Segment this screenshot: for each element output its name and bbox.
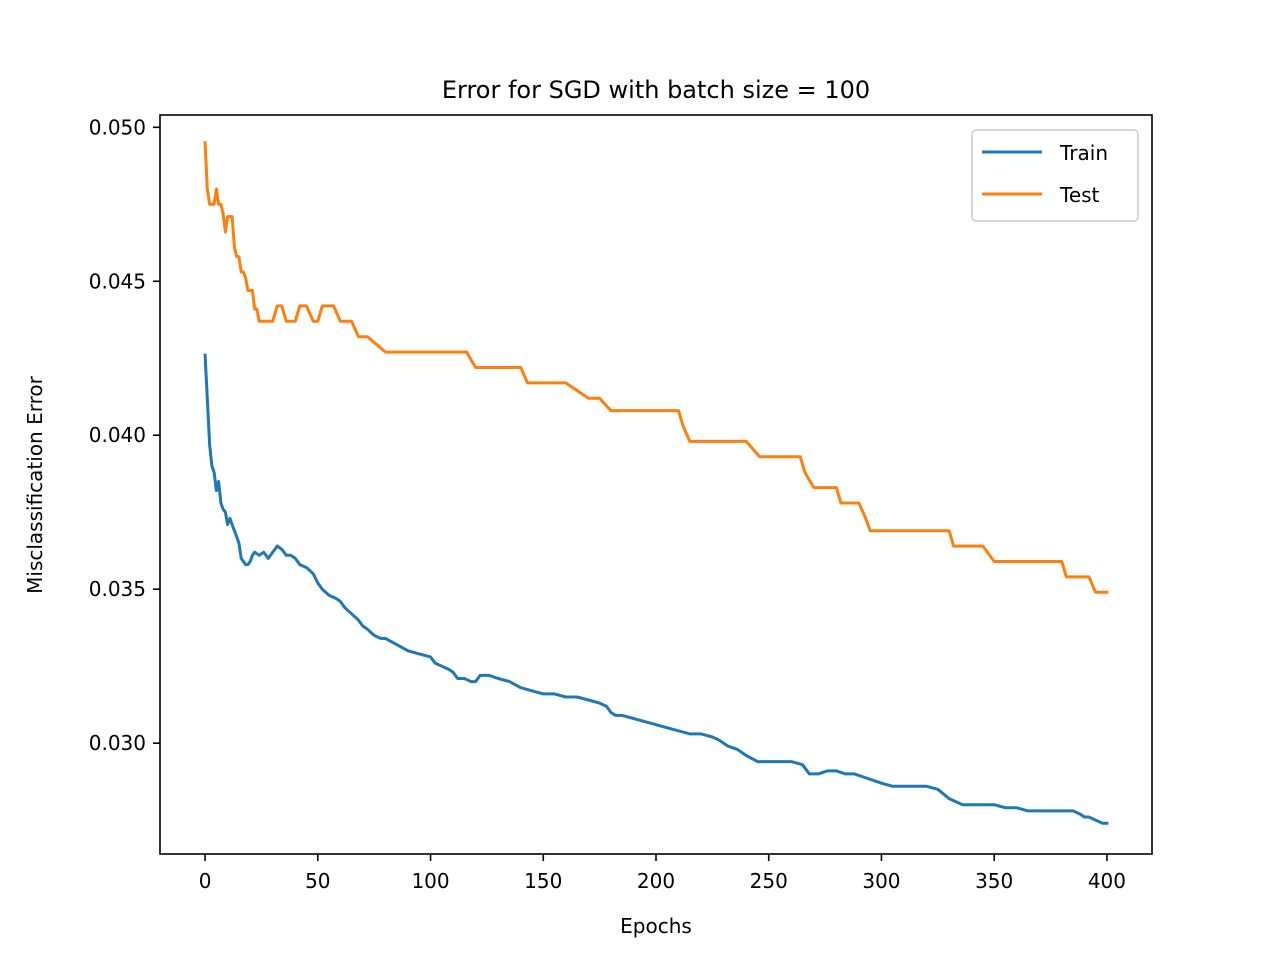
x-tick-label: 300 [862,869,900,893]
y-tick-label: 0.030 [89,731,146,755]
legend-label-test: Test [1059,183,1100,207]
y-tick-label: 0.045 [89,269,146,293]
y-tick-label: 0.040 [89,423,146,447]
y-axis-ticks: 0.030 0.035 0.040 0.045 0.050 [89,115,160,755]
x-tick-label: 200 [637,869,675,893]
y-tick-label: 0.035 [89,577,146,601]
legend-label-train: Train [1059,141,1108,165]
x-tick-label: 400 [1088,869,1126,893]
x-tick-label: 250 [750,869,788,893]
plot-series-group [203,141,1109,825]
x-tick-label: 50 [305,869,330,893]
x-axis-label: Epochs [620,914,692,938]
plot-frame [159,114,1153,855]
y-axis-label: Misclassification Error [23,375,47,593]
series-line-test [203,141,1109,594]
x-axis-ticks: 0 50 100 150 200 250 300 350 400 [199,854,1126,893]
x-tick-label: 0 [199,869,212,893]
x-tick-label: 150 [524,869,562,893]
legend-box [971,129,1139,222]
x-tick-label: 100 [411,869,449,893]
legend: Train Test [971,129,1139,222]
y-tick-label: 0.050 [89,115,146,139]
x-tick-label: 350 [975,869,1013,893]
chart-title: Error for SGD with batch size = 100 [442,76,870,104]
series-line-train [203,353,1109,825]
